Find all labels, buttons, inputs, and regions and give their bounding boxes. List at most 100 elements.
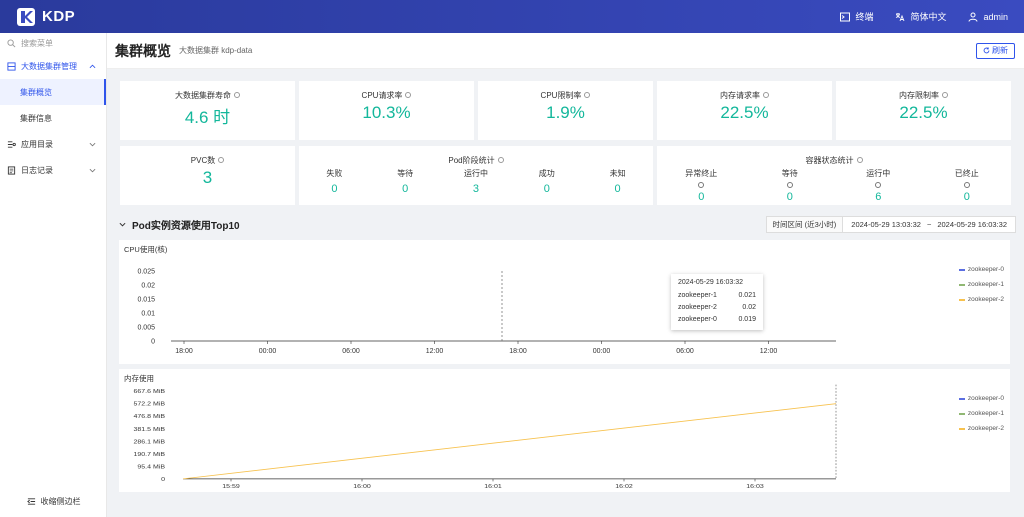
info-icon[interactable] [942,91,948,98]
legend-item[interactable]: zookeeper-0 [958,391,1004,406]
info-icon[interactable] [763,91,769,98]
stat-label: 成功 [538,169,555,178]
y-tick-label: 476.8 MiB [134,414,165,420]
search-icon [7,38,16,47]
info-icon[interactable] [234,91,240,98]
legend-label: zookeeper-2 [967,425,1004,432]
stat-label: 失败 [326,169,343,178]
refresh-button[interactable]: 刷新 [976,42,1015,59]
card-title: Pod阶段统计 [448,156,495,165]
collapse-icon [26,498,35,505]
terminal-button[interactable]: 终端 [840,10,873,23]
y-tick-label: 667.6 MiB [134,389,165,395]
legend-label: zookeeper-1 [967,281,1004,288]
user-icon [968,12,978,22]
x-tick-label: 00:00 [259,348,277,355]
kpi-card-memory-limit: 内存限制率 22.5% [836,81,1011,140]
stat-item: 已终止 0 [923,168,1012,203]
y-tick-label: 0.025 [137,269,155,276]
user-name: admin [983,11,1008,22]
legend-swatch [958,412,965,415]
stat-label: 等待 [397,169,414,178]
stat-item: 等待 0 [746,168,835,203]
user-menu[interactable]: admin [968,12,1008,22]
sidebar-item-label: 大数据集群管理 [21,61,77,71]
stat-item: 失败 0 [299,168,370,195]
tooltip-value: 0.019 [738,316,756,323]
info-icon[interactable] [584,91,591,98]
sidebar-item-logs[interactable]: 日志记录 [0,157,106,183]
chart-title: CPU使用(核) [124,245,168,254]
info-icon[interactable] [218,156,225,163]
info-icon[interactable] [875,182,882,188]
stat-item: 未知 0 [582,168,653,195]
menu-search[interactable]: 搜索菜单 [0,33,106,53]
x-tick-label: 00:00 [593,348,611,355]
kpi-card-cpu-limit: CPU限制率 1.9% [478,81,653,140]
kpi-value: 10.3% [362,103,411,122]
chart-legend: zookeeper-0 zookeeper-1 zookeeper-2 [958,391,1004,436]
y-tick-label: 0 [161,476,165,482]
kpi-value: 22.5% [720,103,769,122]
tooltip-row: zookeeper-0 0.019 [678,316,756,328]
time-range-label: 时间区间 (近3小时) [766,217,844,232]
pod-top10-section-header: Pod实例资源使用Top10 时间区间 (近3小时) 2024-05-29 13… [119,212,1016,237]
collapse-label: 收缩侧边栏 [40,497,81,506]
cpu-chart-svg: 0.025 0.02 0.015 0.01 0.005 0 18:00 00:00 06:00 1… [137,269,836,355]
tooltip-series: zookeeper-2 [678,304,717,311]
tooltip-row: zookeeper-1 0.021 [678,292,756,304]
terminal-label: 终端 [855,12,874,22]
logo[interactable]: KDP [16,7,75,27]
page-header: 集群概览 大数据集群 kdp-data 刷新 [107,33,1024,69]
y-tick-label: 0.01 [141,311,155,318]
stat-label: 未知 [609,169,626,178]
legend-item[interactable]: zookeeper-2 [958,292,1004,307]
legend-swatch [958,298,965,301]
info-icon[interactable] [963,182,970,188]
stat-label: 异常终止 [685,169,718,178]
info-icon[interactable] [405,91,412,98]
brand-name: KDP [42,8,76,25]
pvc-card: PVC数 3 [120,146,295,205]
info-icon[interactable] [786,182,793,188]
top-bar: KDP 终端 简体中文 admin [0,0,1024,33]
time-range-picker[interactable]: 时间区间 (近3小时) 2024-05-29 13:03:32 ~ 2024-0… [765,216,1016,233]
sidebar-item-label: 日志记录 [21,165,53,175]
legend-item[interactable]: zookeeper-0 [958,262,1004,277]
stat-label: 运行中 [866,169,891,178]
stat-label: 等待 [781,169,798,178]
stat-value: 0 [331,183,338,195]
sidebar-item-cluster-info[interactable]: 集群信息 [0,105,106,131]
collapse-sidebar-button[interactable]: 收缩侧边栏 [0,496,107,507]
app-catalog-icon [7,140,16,148]
info-icon[interactable] [698,182,705,188]
translate-icon [896,12,905,21]
y-tick-label: 572.2 MiB [134,401,165,407]
chart-tooltip: 2024-05-29 16:03:32 zookeeper-1 0.021 zoo… [671,274,763,330]
sidebar-item-app-catalog[interactable]: 应用目录 [0,131,106,157]
info-icon[interactable] [497,156,504,163]
refresh-label: 刷新 [992,46,1008,55]
y-tick-label: 286.1 MiB [134,439,165,445]
page-title: 集群概览 [115,42,171,59]
legend-swatch [958,397,965,400]
legend-item[interactable]: zookeeper-1 [958,277,1004,292]
kpi-card-memory-request: 内存请求率 22.5% [657,81,832,140]
sidebar-item-cluster-overview[interactable]: 集群概览 [0,79,106,105]
legend-item[interactable]: zookeeper-1 [958,406,1004,421]
cpu-usage-chart: CPU使用(核) 0.025 0.02 0.015 0.01 0.005 0 18:00 00… [119,240,1010,364]
stat-item: 成功 0 [511,168,582,195]
x-tick-label: 12:00 [426,348,444,355]
language-switch[interactable]: 简体中文 [895,10,946,23]
chart-legend: zookeeper-0 zookeeper-1 zookeeper-2 [958,262,1004,307]
x-tick-label: 15:59 [222,483,240,489]
chevron-down-icon[interactable] [119,221,126,228]
legend-item[interactable]: zookeeper-2 [958,421,1004,436]
tooltip-series: zookeeper-0 [678,316,717,323]
sidebar-item-cluster-management[interactable]: 大数据集群管理 [0,53,106,79]
x-tick-label: 16:01 [484,483,502,489]
legend-swatch [958,427,965,430]
container-state-card: 容器状态统计 异常终止 0 等待 0 运行中 6 已终止 0 [657,146,1011,205]
sidebar-item-label: 集群信息 [20,113,52,123]
info-icon[interactable] [856,156,863,163]
